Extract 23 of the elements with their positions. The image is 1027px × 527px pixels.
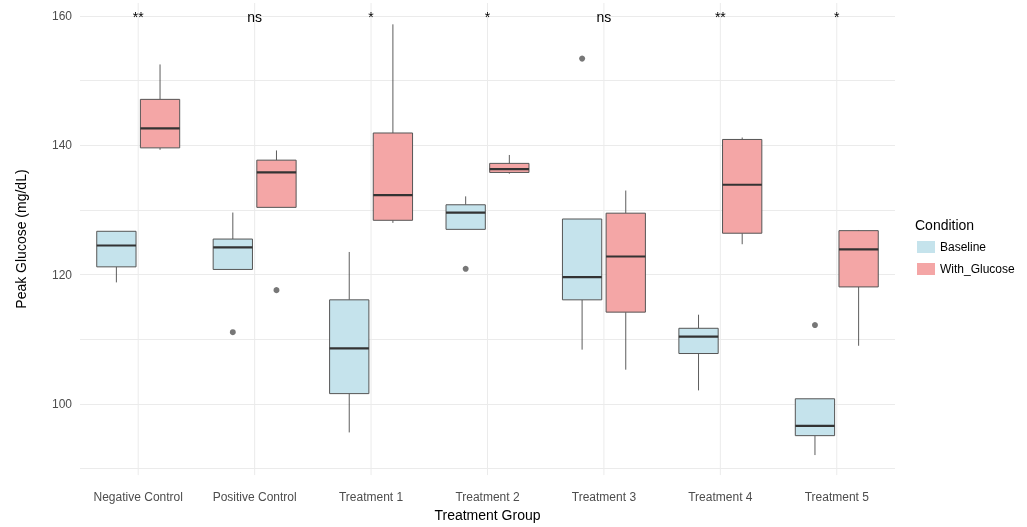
annotation: *: [484, 9, 491, 25]
legend-title: Condition: [915, 217, 975, 233]
annotation: ns: [247, 9, 263, 25]
y-axis-title: Peak Glucose (mg/dL): [13, 169, 29, 309]
y-tick-label: 100: [51, 396, 73, 411]
x-tick-label: Negative Control: [93, 490, 183, 505]
x-tick-label: Treatment 1: [338, 490, 404, 505]
y-tick-label: 140: [51, 138, 73, 153]
annotation: **: [132, 9, 145, 25]
annotation: ns: [596, 9, 612, 25]
x-axis-title: Treatment Group: [434, 507, 541, 523]
y-tick-label: 120: [51, 267, 73, 282]
x-tick-label: Treatment 5: [804, 490, 870, 505]
legend-label: Baseline: [940, 240, 987, 254]
annotation: *: [368, 9, 375, 25]
x-tick-label: Treatment 3: [571, 490, 637, 505]
x-tick-label: Treatment 2: [455, 490, 520, 505]
annotation: *: [834, 9, 841, 25]
y-tick-label: 160: [51, 8, 73, 23]
annotation: **: [714, 9, 727, 25]
x-tick-label: Positive Control: [212, 490, 297, 505]
x-tick-label: Treatment 4: [688, 490, 753, 505]
legend-label: With_Glucose: [940, 262, 1016, 276]
